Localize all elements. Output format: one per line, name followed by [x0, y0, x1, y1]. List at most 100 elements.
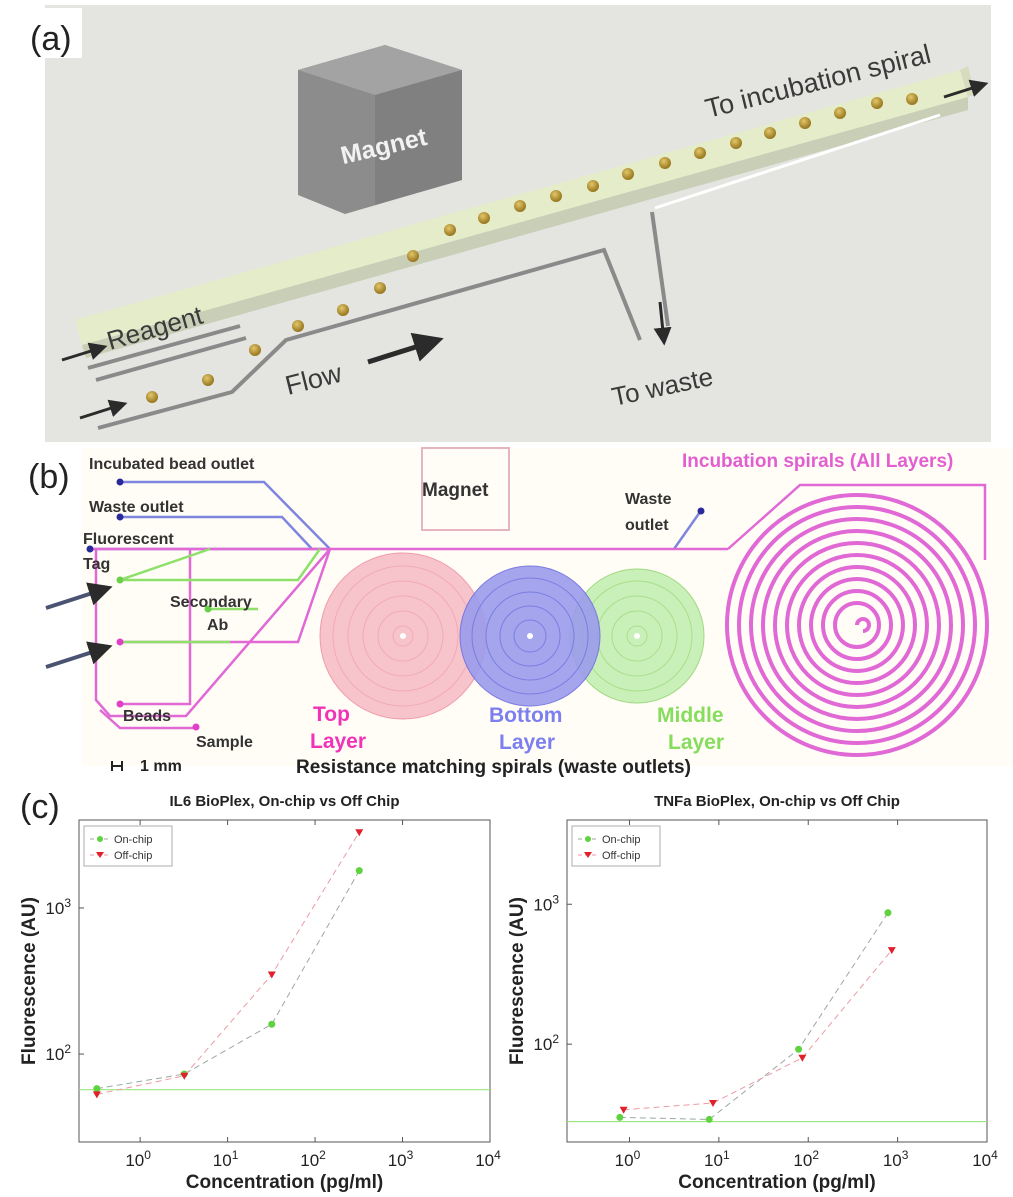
- bead: [407, 250, 419, 262]
- y-tick-label: 102: [45, 1042, 71, 1064]
- top-label-1: Top: [313, 703, 350, 726]
- panel-c-label: (c): [20, 788, 60, 826]
- legend-label: On-chip: [114, 834, 153, 846]
- panel-a: (a) Magnet: [22, 5, 991, 442]
- beads-dot: [116, 700, 124, 708]
- bead: [202, 374, 214, 386]
- channel-highlight: [654, 113, 941, 210]
- middle-label-1: Middle: [657, 704, 724, 727]
- resistance-label: Resistance matching spirals (waste outle…: [296, 757, 691, 778]
- green-channels: [119, 547, 322, 644]
- bead: [694, 147, 706, 159]
- secondary-label: Secondary: [170, 594, 252, 611]
- il6-chart: IL6 BioPlex, On-chip vs Off Chip 100 101 10…: [19, 793, 501, 1193]
- bead: [906, 93, 918, 105]
- incubated-bead-outlet-label: Incubated bead outlet: [89, 456, 255, 473]
- series-line: [619, 912, 889, 1120]
- x-tick-label: 103: [388, 1148, 414, 1170]
- data-point: [619, 1106, 628, 1114]
- bead: [871, 97, 883, 109]
- top-label-2: Layer: [310, 730, 366, 753]
- magnet-b-label: Magnet: [422, 480, 489, 501]
- data-point: [268, 1020, 276, 1028]
- waste-outlet-right-dot: [697, 507, 705, 515]
- data-point: [355, 867, 363, 875]
- bottom-label-2: Layer: [499, 731, 555, 754]
- magnet-block: Magnet: [298, 45, 462, 214]
- bead: [478, 212, 490, 224]
- series-line: [96, 870, 360, 1090]
- x-tick-label: 101: [213, 1148, 239, 1170]
- data-point: [887, 947, 896, 955]
- bead: [834, 107, 846, 119]
- waste-arrow: [653, 301, 672, 346]
- legend-marker: [97, 836, 103, 842]
- data-point: [795, 1045, 803, 1053]
- legend-marker: [585, 836, 591, 842]
- y-tick-label: 103: [45, 896, 71, 918]
- y-tick-label: 102: [533, 1032, 559, 1054]
- x-tick-label: 100: [615, 1148, 641, 1170]
- panel-a-label-box: [22, 8, 82, 58]
- magnet-outline: [421, 447, 510, 531]
- legend-label: Off-chip: [602, 850, 640, 862]
- incubation-arrow: [943, 79, 989, 99]
- middle-label-2: Layer: [668, 731, 724, 754]
- plot-area: [78, 819, 491, 1143]
- data-point: [180, 1072, 189, 1080]
- plot-area: [566, 819, 988, 1143]
- incubated-outlet-dot: [116, 478, 124, 486]
- x-tick-label: 101: [704, 1148, 730, 1170]
- data-point: [92, 1091, 101, 1099]
- series-line: [96, 831, 360, 1095]
- data-point: [93, 1085, 101, 1093]
- y-tick-label: 103: [533, 892, 559, 914]
- data-point: [616, 1113, 624, 1121]
- data-point: [267, 971, 276, 979]
- flow-arrow: [367, 332, 444, 365]
- legend-marker: [96, 852, 104, 858]
- tag-label: Tag: [83, 556, 110, 573]
- incubation-spirals-label: Incubation spirals (All Layers): [682, 451, 953, 472]
- bead: [764, 127, 776, 139]
- legend-label: On-chip: [602, 834, 641, 846]
- bead: [550, 190, 562, 202]
- legend-label: Off-chip: [114, 850, 152, 862]
- tnfa-chart: TNFa BioPlex, On-chip vs Off Chip 100 101 1…: [507, 793, 998, 1193]
- chart-title: TNFa BioPlex, On-chip vs Off Chip: [654, 793, 900, 810]
- bead: [659, 157, 671, 169]
- arrows: [61, 79, 989, 420]
- bead: [374, 282, 386, 294]
- bottom-label-1: Bottom: [489, 704, 562, 727]
- bead: [730, 137, 742, 149]
- scale-bar: [111, 761, 123, 771]
- tag-dot: [116, 576, 124, 584]
- chart-title: IL6 BioPlex, On-chip vs Off Chip: [169, 793, 399, 810]
- y-axis-label: Fluorescence (AU): [507, 897, 528, 1065]
- tag-arrow: [45, 582, 113, 610]
- fluorescent-dot: [86, 545, 94, 553]
- bead: [249, 344, 261, 356]
- flow-channel-walls: [87, 211, 670, 430]
- data-point: [884, 909, 892, 917]
- x-tick-label: 102: [793, 1148, 819, 1170]
- legend-box: [571, 825, 661, 867]
- waste-outlet-right-label-1: Waste: [625, 491, 672, 508]
- x-tick-label: 100: [125, 1148, 151, 1170]
- data-point: [798, 1054, 807, 1062]
- beads-arrow: [45, 641, 113, 669]
- beads: [146, 93, 918, 403]
- bead: [146, 391, 158, 403]
- panel-b: (b) Magnet: [28, 447, 1012, 778]
- bead: [622, 168, 634, 180]
- bead: [337, 304, 349, 316]
- bead: [292, 320, 304, 332]
- bead: [444, 224, 456, 236]
- y-axis-label: Fluorescence (AU): [19, 897, 40, 1065]
- x-tick-label: 104: [475, 1148, 501, 1170]
- x-tick-label: 102: [300, 1148, 326, 1170]
- bead: [587, 180, 599, 192]
- fluorescent-label: Fluorescent: [83, 531, 174, 548]
- secondary-dot: [204, 605, 212, 613]
